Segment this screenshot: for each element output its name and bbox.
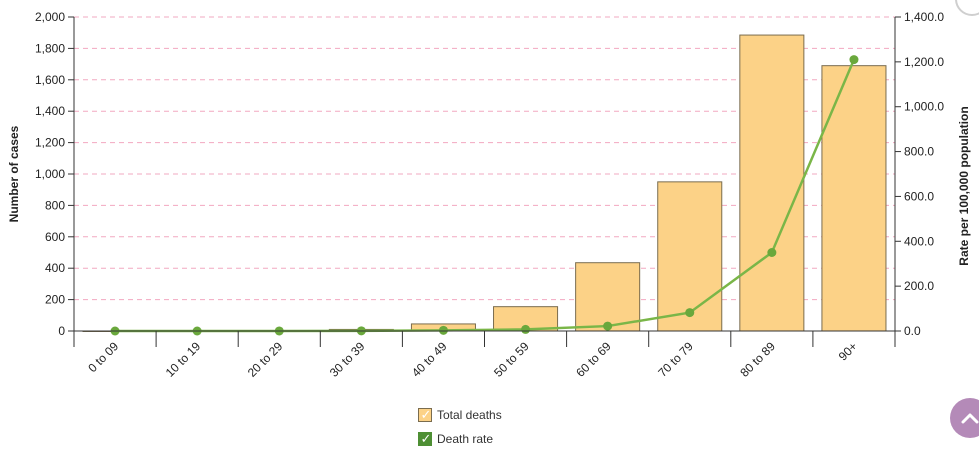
x-tick-label: 0 to 09 <box>85 339 121 375</box>
y-tick-label: 200 <box>45 293 65 307</box>
x-tick-label: 60 to 69 <box>573 339 614 380</box>
bar <box>575 262 641 332</box>
bar <box>739 34 805 332</box>
y-tick-label: 2,000 <box>35 10 65 24</box>
data-point <box>603 321 613 331</box>
y2-tick-label: 0.0 <box>904 324 921 338</box>
y2-tick-label: 800.0 <box>904 145 934 159</box>
y2-tick-label: 1,000.0 <box>904 100 944 114</box>
y-tick-label: 800 <box>45 198 65 212</box>
y-tick-label: 600 <box>45 230 65 244</box>
y-tick-label: 1,000 <box>35 167 65 181</box>
x-tick-label: 80 to 89 <box>737 339 778 380</box>
x-tick-label: 10 to 19 <box>163 339 204 380</box>
data-point <box>849 55 859 65</box>
y2-tick-label: 1,200.0 <box>904 55 944 69</box>
legend-item-total-deaths[interactable]: ✓ Total deaths <box>418 403 502 427</box>
checkbox-icon[interactable]: ✓ <box>418 431 432 446</box>
y-tick-label: 1,400 <box>35 104 65 118</box>
x-tick-label: 40 to 49 <box>409 339 450 380</box>
y-tick-label: 0 <box>58 324 65 338</box>
y2-axis-title: Rate per 100,000 population <box>957 106 971 265</box>
x-tick-label: 90+ <box>836 339 860 363</box>
y2-tick-label: 1,400.0 <box>904 10 944 24</box>
y2-tick-label: 200.0 <box>904 279 934 293</box>
y-tick-label: 1,800 <box>35 41 65 55</box>
legend-item-death-rate[interactable]: ✓ Death rate <box>418 427 502 451</box>
x-tick-label: 20 to 29 <box>245 339 286 380</box>
legend-label: Death rate <box>437 432 494 446</box>
bar <box>821 65 887 332</box>
y2-tick-label: 600.0 <box>904 189 934 203</box>
data-point <box>521 324 531 334</box>
legend: ✓ Total deaths ✓ Death rate <box>418 403 502 451</box>
y-tick-label: 1,200 <box>35 136 65 150</box>
y-axis-title: Number of cases <box>7 125 21 222</box>
x-tick-label: 30 to 39 <box>327 339 368 380</box>
data-point <box>685 308 695 318</box>
x-tick-label: 70 to 79 <box>655 339 696 380</box>
data-point <box>438 325 448 335</box>
y-tick-label: 400 <box>45 261 65 275</box>
data-point <box>767 248 777 257</box>
scroll-to-top-button[interactable] <box>950 398 979 438</box>
legend-label: Total deaths <box>437 408 502 422</box>
y-tick-label: 1,600 <box>35 73 65 87</box>
axes: 0 200 400 600 800 1,000 1,200 1,400 1,600 1,800 2,… <box>35 10 944 380</box>
checkbox-icon[interactable]: ✓ <box>418 407 432 422</box>
x-tick-label: 50 to 59 <box>491 339 532 380</box>
y2-tick-label: 400.0 <box>904 234 934 248</box>
chevron-up-icon <box>961 413 979 424</box>
